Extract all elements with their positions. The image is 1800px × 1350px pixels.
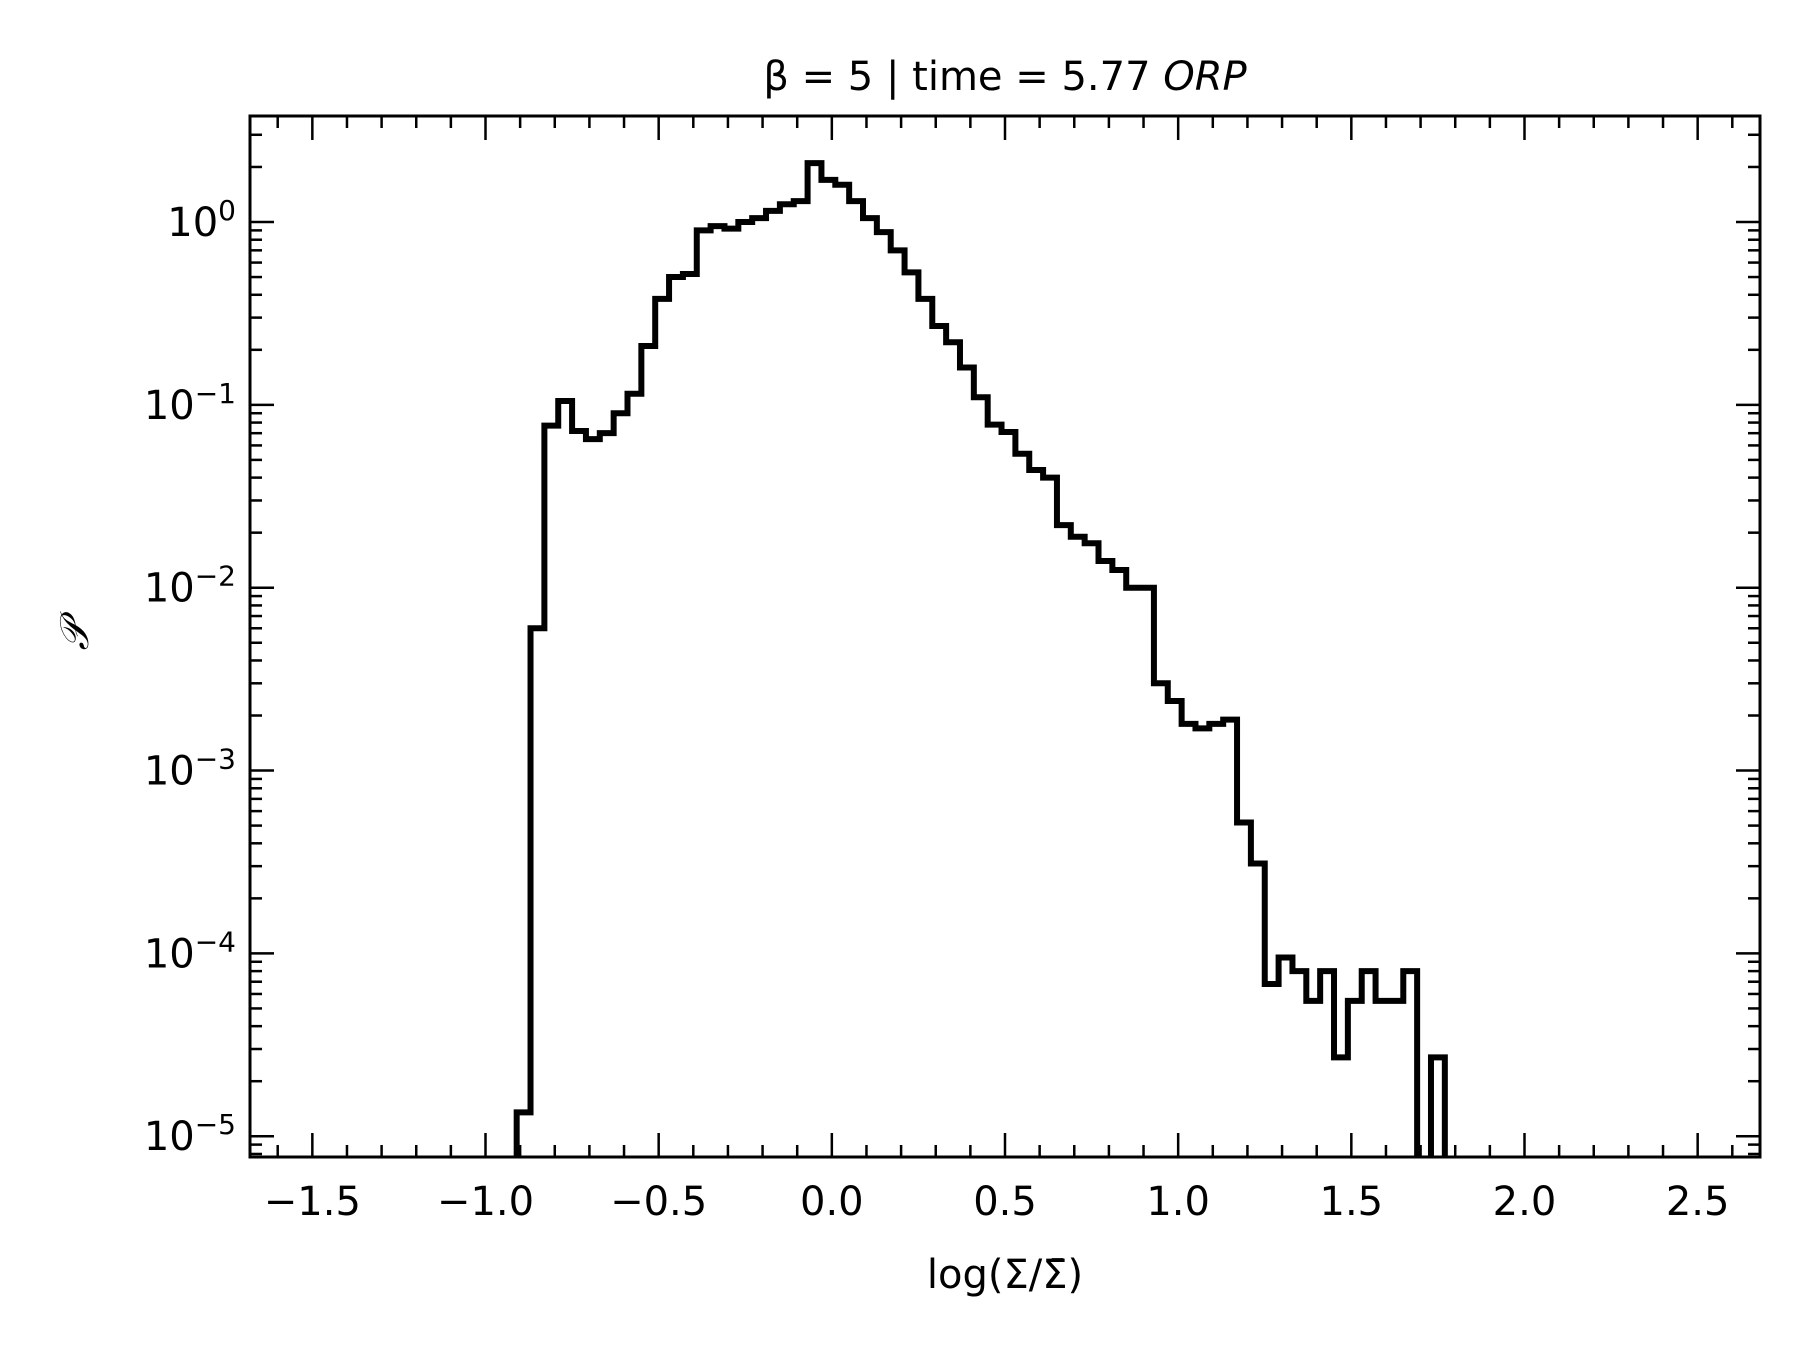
x-tick-label: −1.5 [264, 1179, 361, 1225]
tick-labels: −1.5 −1.0 −0.5 0.0 0.5 1.0 1.5 2.0 2.5 100 10−1 10−… [144, 194, 1730, 1225]
x-tick-label: 0.0 [800, 1179, 864, 1225]
x-tick-label: 2.5 [1666, 1179, 1730, 1225]
x-tick-label: 1.0 [1146, 1179, 1210, 1225]
chart-title-prefix: β = 5 | time = 5.77 [763, 54, 1163, 100]
plot-frame [248, 114, 1762, 1159]
y-tick-label: 100 [167, 194, 236, 246]
axis-ticks [250, 116, 1760, 1157]
y-tick-label: 10−1 [144, 377, 236, 429]
y-tick-label: 10−2 [144, 560, 236, 612]
x-tick-label: −0.5 [610, 1179, 707, 1225]
chart-title: β = 5 | time = 5.77 ORP [763, 54, 1247, 100]
histogram-step-line [513, 160, 1448, 1157]
y-axis-label: 𝒫 [52, 610, 98, 650]
x-tick-label: 2.0 [1493, 1179, 1557, 1225]
chart-title-italic: ORP [1163, 54, 1247, 100]
x-axis-label: log(Σ/Σ̄) [927, 1252, 1083, 1298]
y-tick-label: 10−5 [144, 1108, 236, 1160]
x-tick-label: 0.5 [973, 1179, 1037, 1225]
x-tick-label: −1.0 [437, 1179, 534, 1225]
y-tick-label: 10−4 [144, 925, 236, 977]
y-tick-label: 10−3 [144, 743, 236, 795]
x-tick-label: 1.5 [1320, 1179, 1384, 1225]
